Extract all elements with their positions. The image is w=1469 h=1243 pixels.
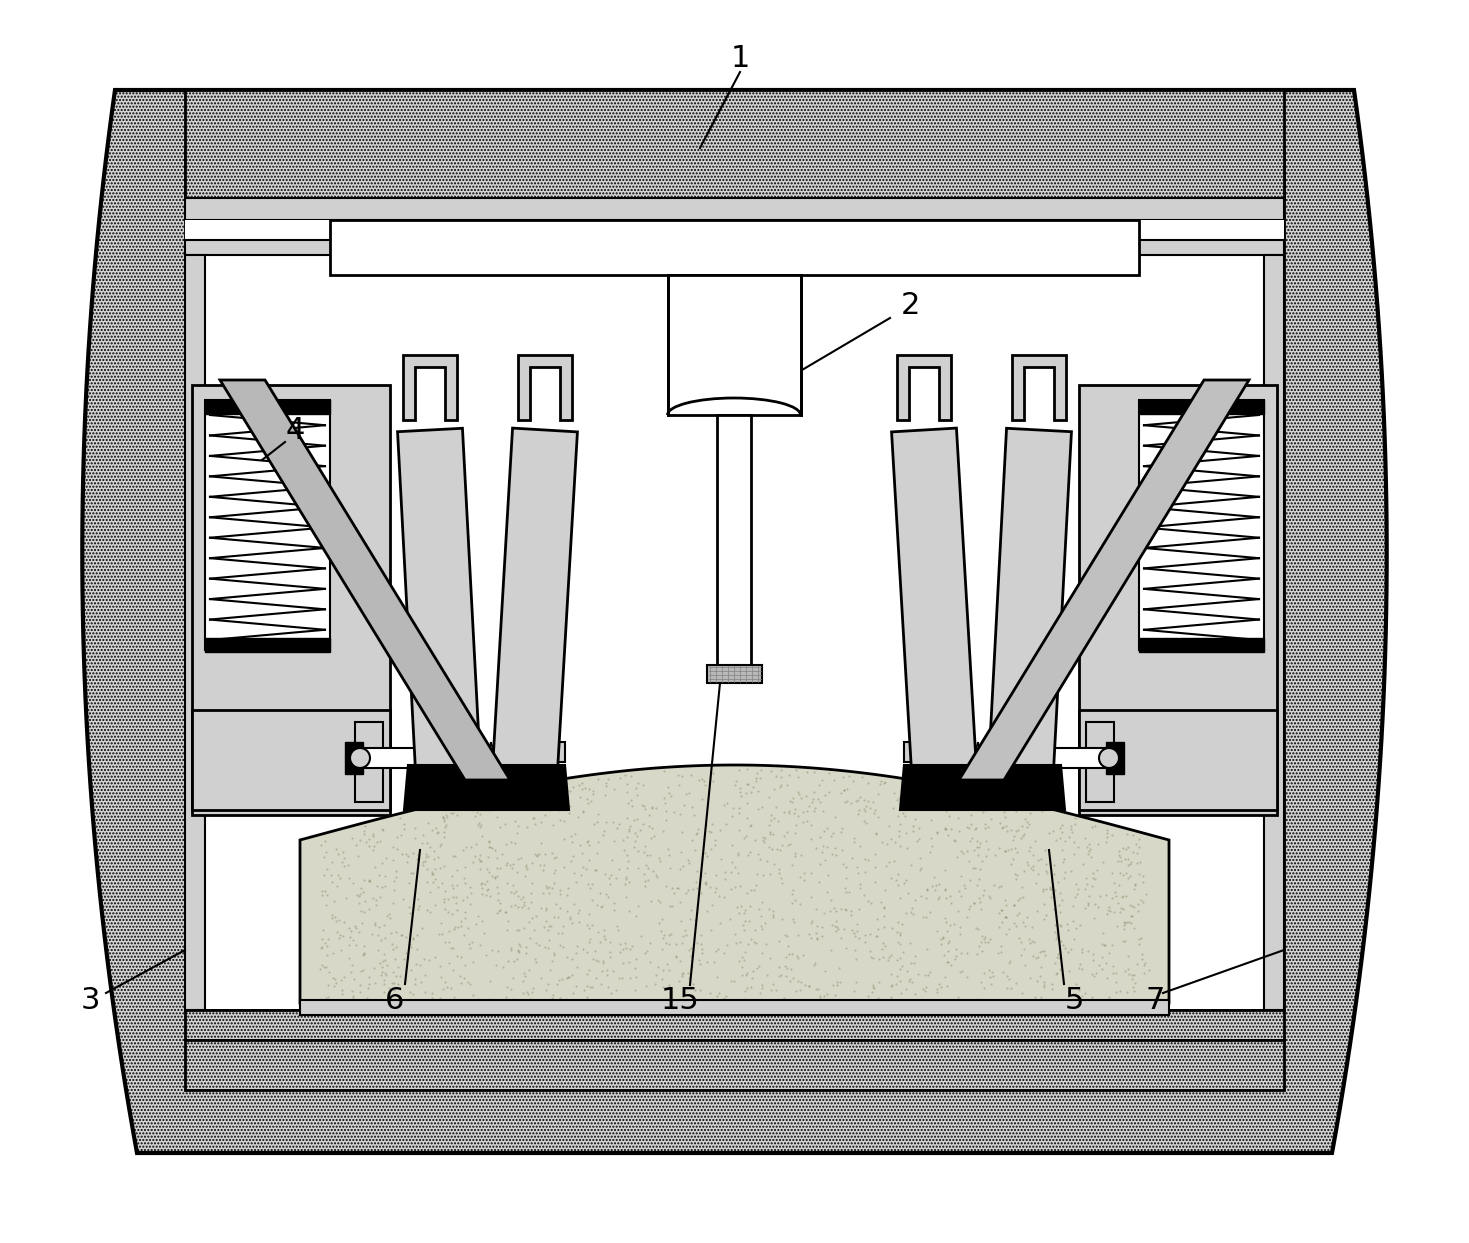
Bar [989, 742, 999, 774]
Bar [1138, 638, 1263, 653]
Text: 1: 1 [730, 44, 749, 72]
Polygon shape [959, 380, 1249, 781]
Bar [206, 638, 331, 653]
Polygon shape [220, 380, 510, 781]
Bar [1138, 400, 1263, 414]
Bar [355, 722, 383, 802]
Bar [185, 255, 206, 1011]
Polygon shape [989, 429, 1071, 772]
Text: 6: 6 [385, 986, 404, 1014]
Text: 2: 2 [900, 291, 920, 319]
Text: 7: 7 [1146, 986, 1165, 1014]
Polygon shape [403, 355, 457, 420]
Circle shape [1099, 748, 1119, 768]
Bar [555, 742, 566, 762]
Polygon shape [404, 764, 492, 810]
Bar [192, 710, 389, 810]
Polygon shape [977, 764, 1065, 810]
Bar [206, 400, 331, 650]
Bar [470, 742, 480, 774]
Text: 3: 3 [81, 986, 100, 1014]
Polygon shape [398, 429, 480, 772]
Bar [185, 89, 1284, 198]
Polygon shape [480, 764, 569, 810]
Bar [185, 240, 1284, 255]
Bar [995, 748, 1114, 768]
Bar [355, 748, 474, 768]
Bar [1106, 742, 1124, 774]
Bar [185, 220, 1284, 240]
Bar [668, 275, 801, 415]
Polygon shape [492, 428, 577, 772]
Bar [717, 415, 751, 675]
Bar [331, 220, 1138, 275]
Polygon shape [898, 355, 950, 420]
Bar [1086, 722, 1114, 802]
Bar [1080, 710, 1277, 810]
Bar [707, 665, 762, 682]
Circle shape [350, 748, 370, 768]
Polygon shape [82, 89, 1387, 1154]
Text: 5: 5 [1065, 986, 1084, 1014]
Polygon shape [892, 428, 977, 772]
Text: 15: 15 [661, 986, 699, 1014]
Bar [1080, 385, 1277, 815]
Bar [1138, 400, 1263, 650]
Bar [185, 150, 1284, 1011]
Polygon shape [519, 355, 571, 420]
Polygon shape [900, 764, 989, 810]
Bar [185, 198, 1284, 220]
Bar [185, 1040, 1284, 1090]
Text: 4: 4 [285, 415, 304, 445]
Polygon shape [300, 764, 1169, 1003]
Bar [206, 400, 331, 414]
Polygon shape [1012, 355, 1066, 420]
Bar [300, 1001, 1169, 1016]
Bar [1263, 255, 1284, 1011]
Bar [903, 742, 914, 762]
Bar [345, 742, 363, 774]
Bar [192, 385, 389, 815]
Bar [185, 1011, 1284, 1040]
